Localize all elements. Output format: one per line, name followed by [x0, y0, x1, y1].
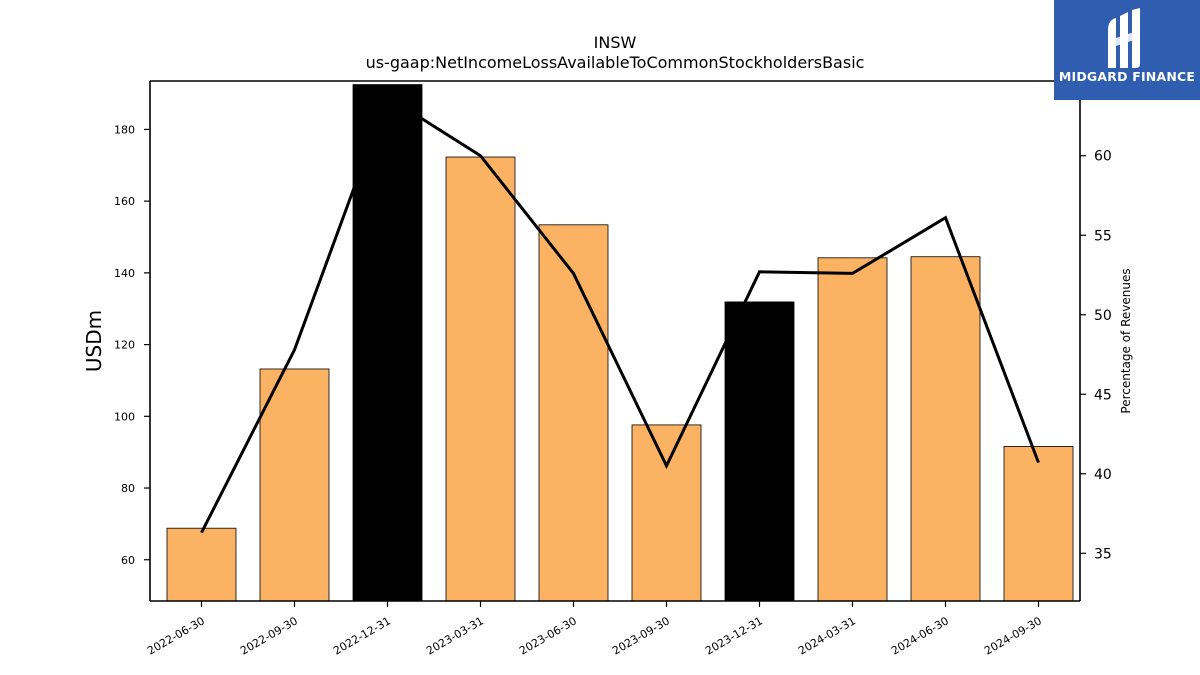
bar — [166, 527, 237, 602]
bar — [631, 424, 702, 602]
y-tick-label: 180 — [114, 123, 135, 136]
chart-subtitle: us-gaap:NetIncomeLossAvailableToCommonSt… — [366, 53, 865, 72]
bar — [445, 156, 516, 602]
x-tick-label: 2024-09-30 — [982, 614, 1044, 657]
y-axis-label: USDm — [82, 310, 106, 372]
x-tick-label: 2023-09-30 — [610, 614, 672, 657]
y2-tick-label: 50 — [1094, 308, 1112, 324]
x-tick-label: 2023-06-30 — [517, 614, 579, 657]
y2-tick-label: 40 — [1094, 467, 1112, 483]
bar — [538, 224, 609, 602]
logo-mark-icon — [1108, 8, 1140, 68]
bar — [1003, 446, 1074, 602]
y2-tick-label: 60 — [1094, 149, 1112, 165]
bars-group — [166, 84, 1074, 602]
bar — [259, 368, 330, 602]
bar — [817, 257, 888, 602]
x-tick-label: 2024-03-31 — [796, 614, 858, 657]
y-tick-label: 80 — [121, 482, 135, 495]
x-tick-label: 2023-12-31 — [703, 614, 765, 657]
bar — [724, 301, 795, 602]
y-tick-label: 140 — [114, 267, 135, 280]
brand-logo: MIDGARD FINANCE — [1054, 0, 1200, 100]
bar — [910, 256, 981, 602]
y2-tick-label: 45 — [1094, 387, 1112, 403]
x-tick-label: 2022-12-31 — [331, 614, 393, 657]
bar — [352, 84, 423, 602]
y2-axis-label: Percentage of Revenues — [1119, 268, 1133, 413]
x-tick-label: 2024-06-30 — [889, 614, 951, 657]
y-tick-label: 160 — [114, 195, 135, 208]
y-tick-label: 120 — [114, 339, 135, 352]
x-tick-label: 2022-06-30 — [145, 614, 207, 657]
chart-title: INSW — [594, 33, 637, 52]
series-line — [200, 94, 1040, 534]
logo-text: MIDGARD FINANCE — [1058, 69, 1196, 84]
y-tick-label: 100 — [114, 410, 135, 423]
x-tick-label: 2023-03-31 — [424, 614, 486, 657]
line-group — [200, 94, 1040, 534]
x-tick-label: 2022-09-30 — [238, 614, 300, 657]
y2-tick-label: 35 — [1094, 546, 1112, 562]
y2-tick-label: 55 — [1094, 228, 1112, 244]
y-tick-label: 60 — [121, 554, 135, 567]
